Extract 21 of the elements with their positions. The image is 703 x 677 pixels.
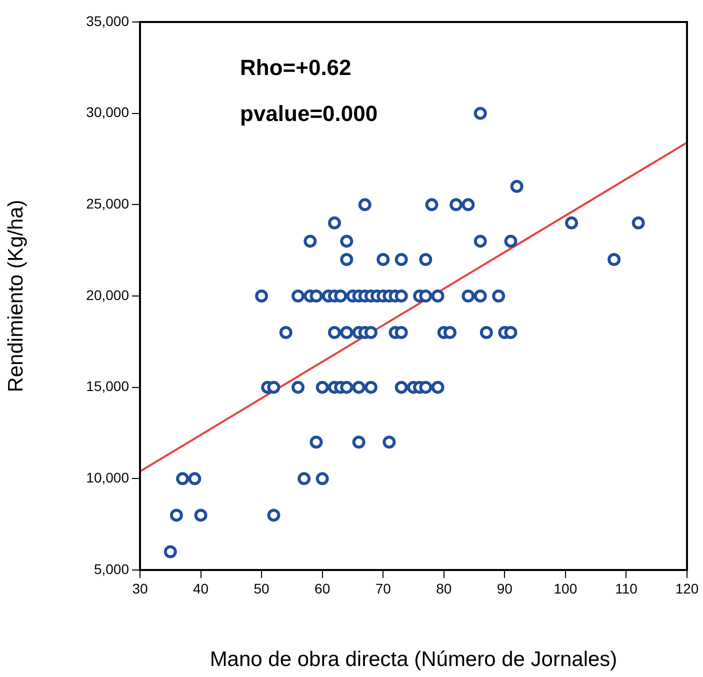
y-tick-label: 30,000 [86,104,130,120]
y-tick-label: 5,000 [94,560,130,577]
y-tick-label: 35,000 [86,12,130,29]
annotation: pvalue=0.000 [240,101,378,126]
x-tick-label: 30 [132,580,148,596]
x-tick-label: 100 [554,580,578,596]
x-tick-label: 50 [254,580,270,596]
x-tick-label: 120 [675,580,699,596]
y-tick-label: 20,000 [86,286,130,303]
x-tick-label: 110 [615,580,638,596]
annotation: Rho=+0.62 [240,55,352,80]
y-axis-title: Rendimiento (Kg/ha) [4,200,28,392]
x-axis-title: Mano de obra directa (Número de Jornales) [210,648,618,672]
x-tick-label: 60 [314,580,330,596]
y-tick-label: 10,000 [86,470,130,486]
y-tick-label: 15,000 [86,378,130,394]
y-tick-label: 25,000 [86,196,130,212]
x-tick-label: 70 [375,580,392,596]
x-tick-label: 90 [496,580,513,596]
x-tick-label: 80 [436,580,452,596]
x-tick-label: 40 [192,580,209,596]
